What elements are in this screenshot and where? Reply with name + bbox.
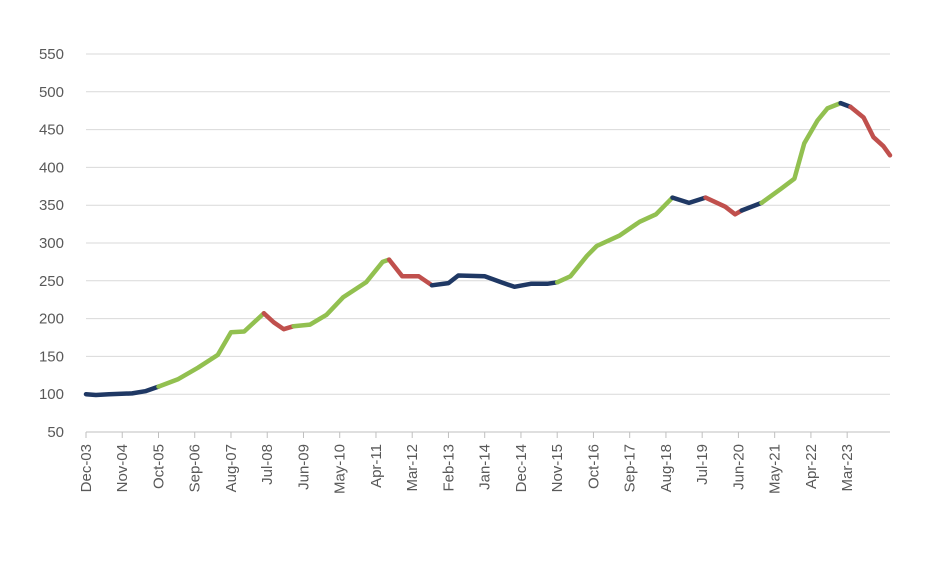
x-tick-label: Oct-16 [585, 444, 602, 489]
x-axis [85, 431, 890, 438]
x-tick-label: May-10 [332, 444, 349, 494]
series-segment-flat [739, 200, 764, 213]
y-tick-label: 200 [39, 311, 64, 328]
x-tick-label: Dec-14 [513, 444, 530, 492]
x-tick-label: Jan-14 [477, 444, 494, 490]
y-tick-label: 350 [39, 197, 64, 214]
series-segment-falling [261, 311, 296, 332]
x-tick-label: Feb-13 [440, 444, 457, 492]
x-tick-label: May-21 [767, 444, 784, 494]
series-segment-flat [670, 195, 708, 206]
x-tick-label: Oct-05 [150, 444, 167, 489]
series-segment-falling [848, 104, 893, 158]
series-segment-falling [703, 195, 744, 217]
x-tick-label: Jul-08 [259, 444, 276, 485]
series-segment-flat [83, 384, 161, 398]
x-axis-tick-labels: Dec-03 Nov-04 Oct-05 Sep-06 Aug-07 Jul-08 Jun-… [78, 444, 856, 494]
x-tick-label: Apr-11 [368, 444, 385, 488]
series-lines [83, 100, 893, 398]
x-tick-label: Dec-03 [78, 444, 95, 492]
y-tick-label: 400 [39, 159, 64, 176]
gridlines [86, 53, 890, 395]
series-segment-rising [156, 311, 267, 389]
x-tick-label: Nov-04 [114, 444, 131, 492]
series-segment-rising [291, 257, 392, 329]
y-axis-tick-labels: 50 100 150 200 250 300 350 400 450 500 550 [39, 46, 64, 441]
y-tick-label: 550 [39, 46, 64, 63]
x-tick-label: Jun-09 [295, 444, 312, 490]
x-tick-label: Mar-23 [839, 444, 856, 492]
y-tick-label: 300 [39, 235, 64, 252]
y-tick-label: 500 [39, 84, 64, 101]
y-tick-label: 150 [39, 348, 64, 365]
x-tick-label: Nov-15 [549, 444, 566, 492]
y-tick-label: 100 [39, 386, 64, 403]
x-tick-label: Jul-19 [694, 444, 711, 485]
x-tick-label: Sep-17 [622, 444, 639, 492]
x-tick-label: Apr-22 [803, 444, 820, 489]
series-segment-flat [429, 273, 560, 290]
x-tick-label: Sep-06 [187, 444, 204, 492]
series-segment-rising [554, 195, 675, 285]
series-segment-rising [759, 100, 843, 206]
y-tick-label: 450 [39, 122, 64, 139]
y-tick-label: 250 [39, 273, 64, 290]
x-tick-label: Mar-12 [404, 444, 421, 492]
x-tick-label: Jun-20 [730, 444, 747, 490]
series-segment-falling [386, 257, 435, 288]
x-tick-label: Aug-18 [658, 444, 675, 492]
y-tick-label: 50 [47, 424, 64, 441]
x-tick-label: Aug-07 [223, 444, 240, 492]
